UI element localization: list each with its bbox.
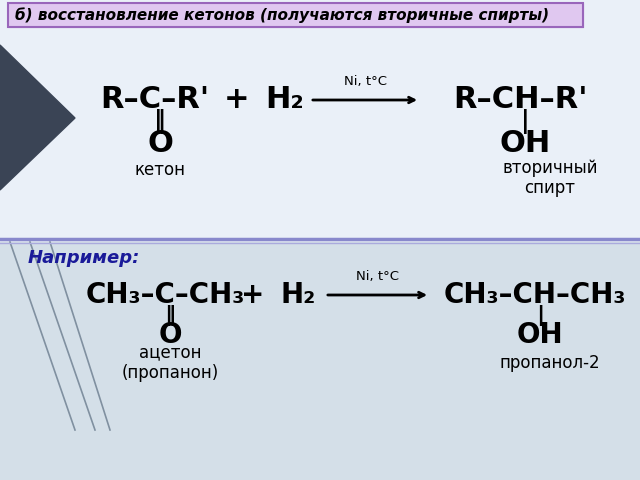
Text: ацетон
(пропанон): ацетон (пропанон) [122,344,219,383]
Text: ‖: ‖ [154,109,166,134]
Text: O: O [158,321,182,349]
Text: кетон: кетон [134,161,186,179]
Bar [0,242,640,480]
Text: CH₃–CH–CH₃: CH₃–CH–CH₃ [444,281,627,309]
Text: +: + [241,281,265,309]
Bar [8,3,583,27]
Text: б) восстановление кетонов (получаются вторичные спирты): б) восстановление кетонов (получаются вт… [15,7,549,23]
Text: R–C–R': R–C–R' [100,85,209,115]
Text: H₂: H₂ [280,281,316,309]
Text: |: | [521,109,529,134]
Text: пропанол-2: пропанол-2 [500,354,600,372]
Text: OH: OH [516,321,563,349]
Bar [0,0,640,242]
Text: CH₃–C–CH₃: CH₃–C–CH₃ [85,281,244,309]
Text: Ni, t°C: Ni, t°C [344,75,387,88]
Text: +: + [224,85,250,115]
Bar [8,3,583,27]
Text: Ni, t°C: Ni, t°C [355,270,399,283]
Polygon shape [0,45,75,190]
Text: |: | [536,304,544,325]
Text: ‖: ‖ [164,304,175,325]
Text: O: O [147,130,173,158]
Text: R–CH–R': R–CH–R' [452,85,588,115]
Text: Например:: Например: [28,249,140,267]
Text: H₂: H₂ [266,85,305,115]
Text: OH: OH [499,130,550,158]
Text: вторичный
спирт: вторичный спирт [502,158,598,197]
